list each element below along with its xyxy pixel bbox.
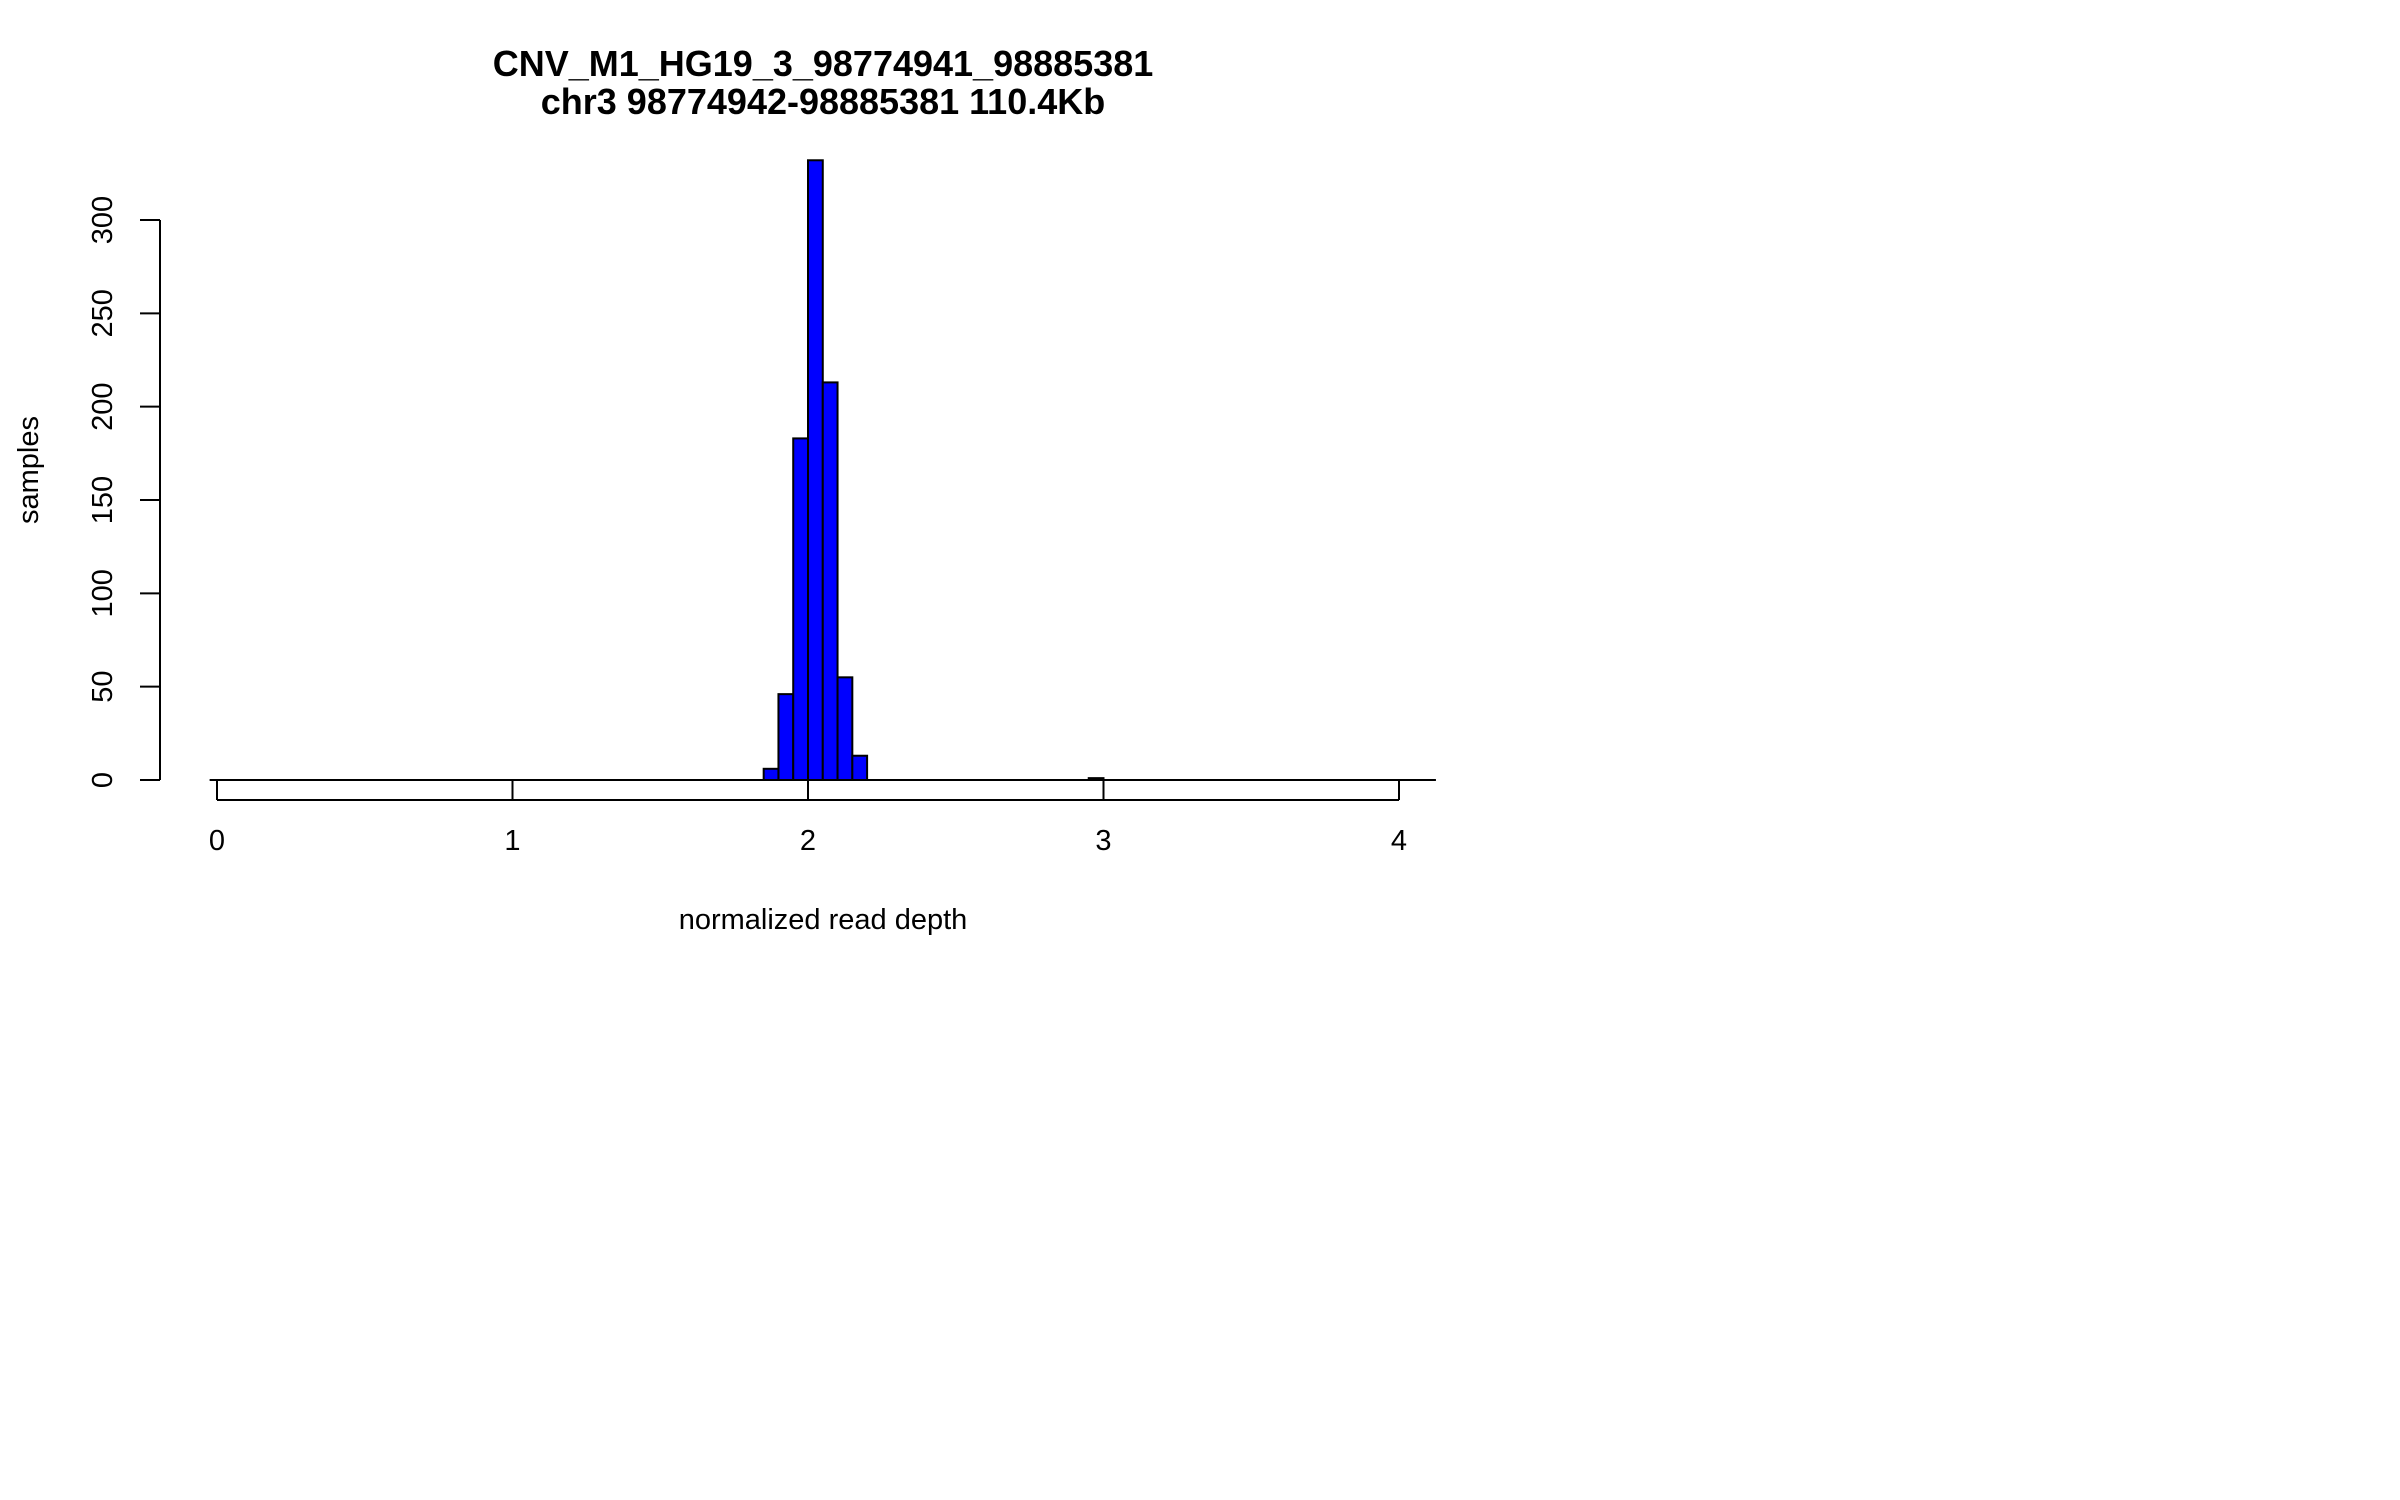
x-tick-label: 1 bbox=[504, 825, 520, 857]
histogram-bar bbox=[821, 381, 839, 781]
bars-group bbox=[762, 159, 1105, 782]
histogram-bar bbox=[851, 754, 869, 782]
x-axis: 0 1 2 3 4 bbox=[209, 780, 1407, 857]
chart-title: CNV_M1_HG19_3_98774941_98885381 bbox=[493, 43, 1154, 84]
y-axis: 0 50 100 150 200 250 300 bbox=[87, 196, 161, 788]
x-axis-label: normalized read depth bbox=[679, 904, 968, 936]
y-tick-label: 250 bbox=[87, 289, 119, 337]
histogram-chart: CNV_M1_HG19_3_98774941_98885381 chr3 987… bbox=[13, 43, 1436, 936]
x-tick-label: 0 bbox=[209, 825, 225, 857]
chart-subtitle: chr3 98774942-98885381 110.4Kb bbox=[541, 81, 1105, 122]
y-tick-label: 100 bbox=[87, 569, 119, 617]
histogram-bar bbox=[836, 676, 854, 781]
y-tick-label: 200 bbox=[87, 382, 119, 430]
histogram-bar bbox=[762, 767, 780, 781]
histogram-bar bbox=[807, 159, 824, 781]
histogram-bar bbox=[792, 437, 809, 781]
y-axis-label: samples bbox=[13, 416, 45, 524]
y-tick-label: 300 bbox=[87, 196, 119, 244]
y-tick-label: 150 bbox=[87, 476, 119, 524]
x-tick-label: 4 bbox=[1391, 825, 1407, 857]
histogram-bar bbox=[777, 693, 795, 782]
y-tick-label: 0 bbox=[87, 772, 119, 788]
x-tick-label: 3 bbox=[1095, 825, 1111, 857]
x-tick-label: 2 bbox=[800, 825, 816, 857]
y-tick-label: 50 bbox=[87, 671, 119, 703]
